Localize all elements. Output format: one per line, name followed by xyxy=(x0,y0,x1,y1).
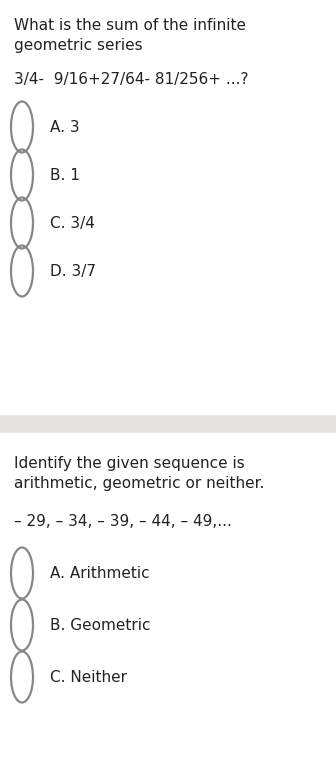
Text: C. 3/4: C. 3/4 xyxy=(50,216,95,231)
Text: geometric series: geometric series xyxy=(14,38,142,53)
Text: A. 3: A. 3 xyxy=(50,120,80,135)
Text: B. 1: B. 1 xyxy=(50,168,80,183)
Text: A. Arithmetic: A. Arithmetic xyxy=(50,566,150,581)
Text: Identify the given sequence is: Identify the given sequence is xyxy=(14,456,245,471)
Text: 3/4-  9/16+27/64- 81/256+ ...?: 3/4- 9/16+27/64- 81/256+ ...? xyxy=(14,72,249,87)
Text: C. Neither: C. Neither xyxy=(50,670,127,685)
Bar xyxy=(0,415,336,433)
Text: D. 3/7: D. 3/7 xyxy=(50,264,96,279)
Text: What is the sum of the infinite: What is the sum of the infinite xyxy=(14,18,246,33)
Text: B. Geometric: B. Geometric xyxy=(50,618,151,633)
Text: – 29, – 34, – 39, – 44, – 49,...: – 29, – 34, – 39, – 44, – 49,... xyxy=(14,514,232,529)
Text: arithmetic, geometric or neither.: arithmetic, geometric or neither. xyxy=(14,476,264,491)
